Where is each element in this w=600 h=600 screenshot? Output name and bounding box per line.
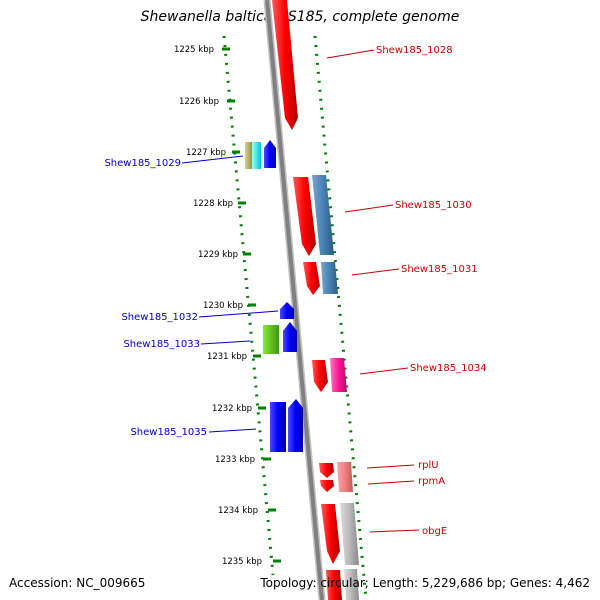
gene-labels: Shew185_1028 Shew185_1029 Shew185_1030 S… <box>104 45 486 537</box>
gene-shew185-1030-b[interactable] <box>312 175 334 255</box>
gene-shew185-1034-a[interactable] <box>312 360 328 392</box>
gene-rplu[interactable] <box>319 463 334 478</box>
forward-strand-genes <box>272 0 359 600</box>
gene-shew185-1029-a[interactable] <box>245 142 252 169</box>
gene-rpma[interactable] <box>320 480 334 492</box>
label-shew185-1035[interactable]: Shew185_1035 <box>130 427 207 438</box>
tick-label: 1231 kbp <box>207 352 247 362</box>
tick-label: 1234 kbp <box>218 506 258 516</box>
gene-obge[interactable] <box>321 504 340 564</box>
label-shew185-1031[interactable]: Shew185_1031 <box>401 264 478 275</box>
tick-label: 1229 kbp <box>198 250 238 260</box>
label-shew185-1032[interactable]: Shew185_1032 <box>121 312 198 323</box>
gene-shew185-1029-c[interactable] <box>264 140 276 168</box>
tick-label: 1235 kbp <box>222 557 262 567</box>
gene-shew185-1035-b[interactable] <box>288 399 303 452</box>
reverse-strand-genes <box>245 140 303 452</box>
gene-shew185-1035-a[interactable] <box>270 402 286 452</box>
label-shew185-1034[interactable]: Shew185_1034 <box>410 363 487 374</box>
tick-labels: 1225 kbp 1226 kbp 1227 kbp 1228 kbp 1229… <box>174 45 262 567</box>
genome-title: Shewanella baltica OS185, complete genom… <box>140 9 460 25</box>
label-leaders <box>181 49 420 533</box>
label-shew185-1030[interactable]: Shew185_1030 <box>395 200 472 211</box>
label-shew185-1028[interactable]: Shew185_1028 <box>376 45 453 56</box>
tick-label: 1233 kbp <box>215 455 255 465</box>
accession-text: Accession: NC_009665 <box>9 576 146 590</box>
gene-shew185-1033-b[interactable] <box>283 322 297 352</box>
gene-rplu-rpma-partner[interactable] <box>337 462 353 492</box>
tick-label: 1228 kbp <box>193 199 233 209</box>
tick-label: 1226 kbp <box>179 97 219 107</box>
gene-shew185-1030-a[interactable] <box>293 177 316 256</box>
label-shew185-1029[interactable]: Shew185_1029 <box>104 158 181 169</box>
gene-bottom-grey[interactable] <box>344 569 359 600</box>
gene-obge-partner[interactable] <box>340 503 359 565</box>
tick-label: 1230 kbp <box>203 301 243 311</box>
label-rpma[interactable]: rpmA <box>418 476 445 487</box>
gene-shew185-1033-a[interactable] <box>263 325 279 354</box>
gene-shew185-1031-b[interactable] <box>321 262 338 294</box>
gene-bottom-red[interactable] <box>326 570 342 600</box>
label-rplu[interactable]: rplU <box>418 460 439 471</box>
label-obge[interactable]: obgE <box>422 526 447 537</box>
genome-backbone <box>263 0 326 600</box>
gene-shew185-1032[interactable] <box>280 302 294 319</box>
gene-shew185-1034-b[interactable] <box>330 358 347 392</box>
tick-marks <box>222 47 281 563</box>
tick-label: 1225 kbp <box>174 45 214 55</box>
tick-label: 1232 kbp <box>212 404 252 414</box>
label-shew185-1033[interactable]: Shew185_1033 <box>123 339 200 350</box>
gene-shew185-1029-b[interactable] <box>252 142 261 169</box>
gene-shew185-1031-a[interactable] <box>303 262 320 295</box>
topology-text: Topology: circular; Length: 5,229,686 bp… <box>260 576 590 590</box>
gene-shew185-1028[interactable] <box>272 0 298 130</box>
tick-label: 1227 kbp <box>186 148 226 158</box>
